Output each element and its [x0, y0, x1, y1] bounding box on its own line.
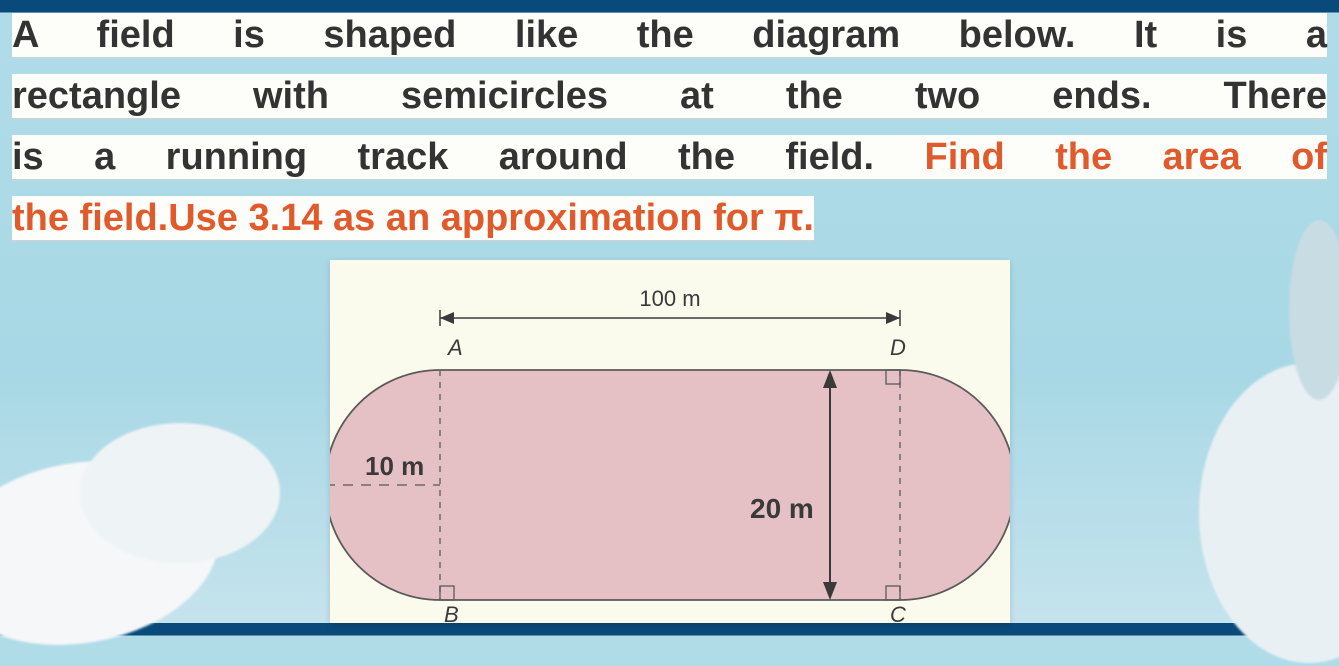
vertex-d-label: D	[890, 335, 906, 360]
problem-line-4: the field.Use 3.14 as an approximation f…	[12, 196, 814, 242]
top-dimension: 100 m	[440, 286, 900, 326]
vertex-b-label: B	[444, 602, 459, 623]
height-label: 20 m	[750, 493, 814, 524]
stadium-shape	[330, 370, 1010, 600]
diagram-container: 100 m A D 10 m 20 m B C	[330, 260, 1010, 623]
stadium-diagram: 100 m A D 10 m 20 m B C	[330, 260, 1010, 623]
radius-label: 10 m	[365, 451, 424, 481]
top-dimension-label: 100 m	[639, 286, 700, 311]
problem-line-3a: is a running track around the field.	[12, 135, 924, 181]
problem-text: A field is shaped like the diagram below…	[0, 0, 1339, 256]
problem-line-2: rectangle with semicircles at the two en…	[12, 74, 1327, 120]
vertex-a-label: A	[446, 335, 463, 360]
problem-line-1: A field is shaped like the diagram below…	[12, 13, 1327, 59]
problem-line-3b: Find the area of	[924, 135, 1327, 181]
vertex-c-label: C	[890, 602, 906, 623]
